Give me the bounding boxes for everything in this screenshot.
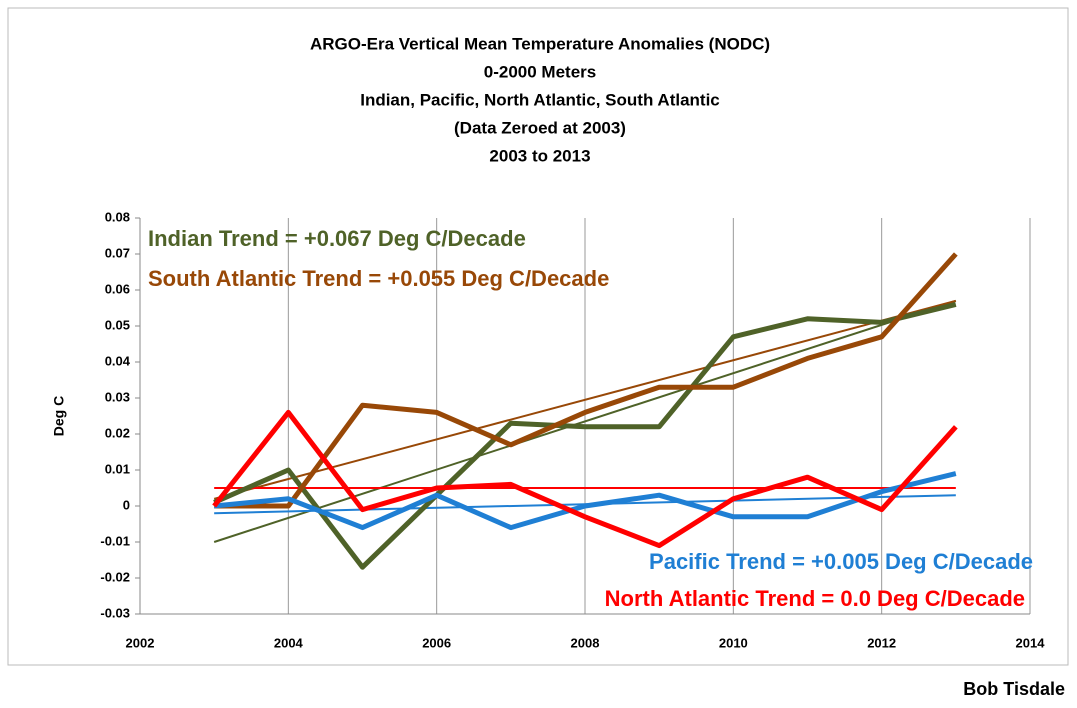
trend-annotation: Pacific Trend = +0.005 Deg C/Decade: [649, 549, 1033, 574]
y-tick-label: -0.01: [100, 533, 130, 548]
chart-border: [7, 7, 1069, 666]
trend-annotation: South Atlantic Trend = +0.055 Deg C/Deca…: [148, 266, 609, 291]
y-tick-label: 0.08: [105, 209, 130, 224]
trend-annotation: Indian Trend = +0.067 Deg C/Decade: [148, 226, 526, 251]
x-tick-label: 2002: [126, 635, 155, 650]
x-tick-label: 2012: [867, 635, 896, 650]
y-tick-label: -0.03: [100, 605, 130, 620]
x-tick-label: 2010: [719, 635, 748, 650]
chart-title: 0-2000 Meters: [484, 62, 596, 81]
data-line: [212, 409, 958, 549]
x-tick-label: 2006: [422, 635, 451, 650]
y-tick-label: 0: [123, 497, 130, 512]
y-tick-label: 0.07: [105, 245, 130, 260]
y-tick-label: 0.03: [105, 389, 130, 404]
y-tick-label: -0.02: [100, 569, 130, 584]
y-axis-label: Deg C: [51, 396, 67, 436]
y-tick-label: 0.02: [105, 425, 130, 440]
chart-title: 2003 to 2013: [489, 146, 590, 165]
trend-annotation: North Atlantic Trend = 0.0 Deg C/Decade: [605, 586, 1025, 611]
x-tick-label: 2004: [274, 635, 304, 650]
data-line: [213, 471, 957, 531]
y-tick-label: 0.05: [105, 317, 130, 332]
y-tick-label: 0.06: [105, 281, 130, 296]
y-tick-label: 0.01: [105, 461, 130, 476]
chart-title: (Data Zeroed at 2003): [454, 118, 626, 137]
chart-title: ARGO-Era Vertical Mean Temperature Anoma…: [310, 34, 770, 53]
x-tick-label: 2008: [571, 635, 600, 650]
x-tick-label: 2014: [1016, 635, 1046, 650]
y-tick-label: 0.04: [105, 353, 131, 368]
chart-title: Indian, Pacific, North Atlantic, South A…: [360, 90, 720, 109]
trend-line: [213, 299, 957, 543]
trend-line: [213, 299, 957, 500]
data-line: [214, 252, 958, 509]
credit: Bob Tisdale: [963, 679, 1065, 699]
data-line: [213, 301, 957, 570]
